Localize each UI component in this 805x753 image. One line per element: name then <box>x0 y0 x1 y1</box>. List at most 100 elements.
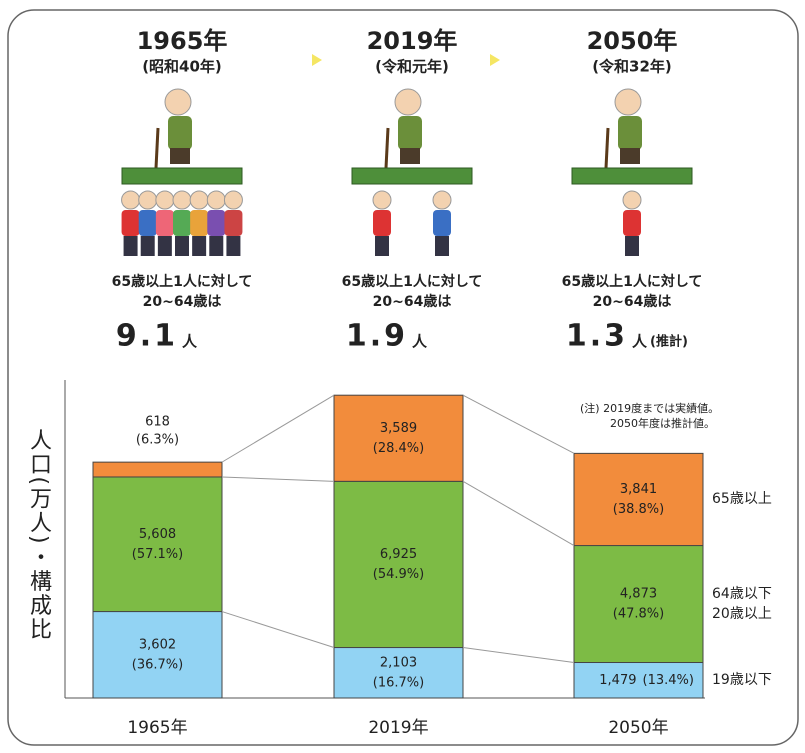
x-tick-label: 1965年 <box>127 718 187 738</box>
supporter-body <box>433 210 451 236</box>
supporter-head <box>190 191 208 209</box>
cane <box>386 128 388 168</box>
elder-legs <box>170 148 190 164</box>
value-label: 5,608 <box>139 527 176 542</box>
supporter-head <box>139 191 157 209</box>
supporter-body <box>224 210 242 236</box>
elder-body <box>168 116 192 150</box>
ratio: 1.3 <box>566 319 628 354</box>
bar-segment <box>334 395 463 481</box>
supporter-body <box>122 210 140 236</box>
elder-legs <box>400 148 420 164</box>
elder-body <box>398 116 422 150</box>
supporter-legs <box>625 236 639 256</box>
supporter-head <box>224 191 242 209</box>
estimate-note: (推計) <box>650 334 688 350</box>
value-label: 3,841 <box>620 482 657 497</box>
plank <box>122 168 242 184</box>
cane <box>606 128 608 168</box>
legend-label: 19歳以下 <box>712 670 772 690</box>
caption-line: 20~64歳は <box>373 293 452 310</box>
caption-line: 20~64歳は <box>593 293 672 310</box>
supporter-body <box>173 210 191 236</box>
supporter-legs <box>375 236 389 256</box>
supporter-body <box>190 210 208 236</box>
bar-segment <box>93 477 222 612</box>
legend-label: 65歳以上 <box>712 489 772 509</box>
supporter-head <box>373 191 391 209</box>
infographic: 1965年(昭和40年)65歳以上1人に対して20~64歳は9.1人2019年(… <box>0 0 805 753</box>
value-label: 3,602 <box>139 637 176 652</box>
supporter-body <box>373 210 391 236</box>
share-label: (36.7%) <box>132 657 183 672</box>
supporter-head <box>156 191 174 209</box>
era-label: (令和32年) <box>592 58 672 76</box>
caption-line: 65歳以上1人に対して <box>562 273 703 290</box>
elder-head <box>165 89 191 115</box>
x-tick-label: 2050年 <box>608 718 668 738</box>
value-label: 1,479 <box>599 673 636 688</box>
bar-segment <box>334 481 463 647</box>
value-label: 6,925 <box>380 547 417 562</box>
share-label: (38.8%) <box>613 502 664 517</box>
cane <box>156 128 158 168</box>
supporter-legs <box>124 236 138 256</box>
supporter-legs <box>141 236 155 256</box>
caption-line: 20~64歳は <box>143 293 222 310</box>
supporter-head <box>433 191 451 209</box>
ratio: 1.9 <box>346 319 408 354</box>
ratio: 9.1 <box>116 319 178 354</box>
note: 2050年度は推計値。 <box>610 416 715 430</box>
caption-line: 65歳以上1人に対して <box>112 273 253 290</box>
share-label: (13.4%) <box>643 673 694 688</box>
era-label: (令和元年) <box>375 58 449 76</box>
supporter-legs <box>209 236 223 256</box>
share-label: (6.3%) <box>136 433 179 448</box>
supporter-body <box>156 210 174 236</box>
share-label: (28.4%) <box>373 441 424 456</box>
bar-segment <box>93 612 222 698</box>
bar-segment <box>574 546 703 663</box>
supporter-legs <box>175 236 189 256</box>
supporter-head <box>122 191 140 209</box>
era-label: (昭和40年) <box>142 58 222 76</box>
supporter-legs <box>226 236 240 256</box>
share-label: (47.8%) <box>613 607 664 622</box>
value-label: 618 <box>145 415 170 430</box>
year-title: 2050年 <box>587 27 678 55</box>
page: 1965年(昭和40年)65歳以上1人に対して20~64歳は9.1人2019年(… <box>0 0 805 753</box>
supporter-body <box>623 210 641 236</box>
elder-legs <box>620 148 640 164</box>
year-title: 2019年 <box>367 27 458 55</box>
share-label: (16.7%) <box>373 675 424 690</box>
note: (注) 2019度までは実績値。 <box>580 401 719 415</box>
value-label: 4,873 <box>620 587 657 602</box>
elder-head <box>395 89 421 115</box>
supporter-body <box>207 210 225 236</box>
elder-head <box>615 89 641 115</box>
value-label: 3,589 <box>380 421 417 436</box>
plank <box>352 168 472 184</box>
share-label: (57.1%) <box>132 547 183 562</box>
ratio-unit: 人 <box>412 333 428 351</box>
plank <box>572 168 692 184</box>
supporter-body <box>139 210 157 236</box>
supporter-head <box>623 191 641 209</box>
ratio-unit: 人 <box>632 333 648 351</box>
caption-line: 65歳以上1人に対して <box>342 273 483 290</box>
supporter-legs <box>435 236 449 256</box>
y-axis-label: 人口(万人)・構成比 <box>26 428 52 641</box>
value-label: 2,103 <box>380 655 417 670</box>
share-label: (54.9%) <box>373 567 424 582</box>
supporter-head <box>207 191 225 209</box>
supporter-head <box>173 191 191 209</box>
legend-label: 64歳以下 20歳以上 <box>712 584 772 624</box>
ratio-unit: 人 <box>182 333 198 351</box>
elder-body <box>618 116 642 150</box>
year-title: 1965年 <box>137 27 228 55</box>
bar-segment <box>574 453 703 545</box>
supporter-legs <box>192 236 206 256</box>
x-tick-label: 2019年 <box>368 718 428 738</box>
supporter-legs <box>158 236 172 256</box>
bar-segment <box>93 462 222 477</box>
